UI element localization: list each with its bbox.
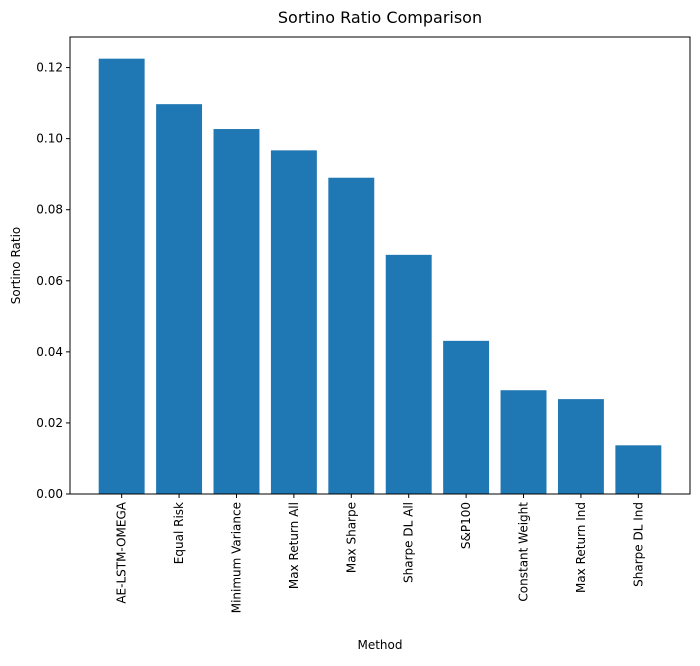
y-tick-label: 0.08 <box>36 203 63 217</box>
x-tick-label-sandp100: S&P100 <box>459 502 473 549</box>
x-tick-label-ae-lstm-omega: AE-LSTM-OMEGA <box>115 501 129 603</box>
bar-equal-risk <box>156 104 203 495</box>
x-axis-title: Method <box>357 638 402 652</box>
x-tick-label-sharpe-dl-all: Sharpe DL All <box>402 502 416 583</box>
x-tick-label-constant-weight: Constant Weight <box>517 502 531 602</box>
x-tick-label-max-sharpe: Max Sharpe <box>344 502 358 573</box>
bar-sandp100 <box>443 340 490 494</box>
y-tick-label: 0.00 <box>36 487 63 501</box>
bar-max-return-ind <box>557 399 604 494</box>
bars-group <box>98 58 662 495</box>
plot-area-frame <box>69 36 691 495</box>
y-axis-ticks: 0.00 0.02 0.04 0.06 0.08 0.10 0.12 <box>36 61 70 501</box>
bar-sharpe-dl-ind <box>615 445 662 494</box>
y-axis-title: Sortino Ratio <box>9 227 23 305</box>
x-axis-ticks: AE-LSTM-OMEGA Equal Risk Minimum Variance M… <box>115 494 645 613</box>
bar-ae-lstm-omega <box>98 58 145 494</box>
bar-sharpe-dl-all <box>385 254 432 494</box>
x-tick-label-equal-risk: Equal Risk <box>172 502 186 564</box>
x-tick-label-sharpe-dl-ind: Sharpe DL Ind <box>631 502 645 587</box>
x-tick-label-max-return-ind: Max Return Ind <box>574 502 588 593</box>
x-tick-label-max-return-all: Max Return All <box>287 502 301 589</box>
y-tick-label: 0.04 <box>36 345 63 359</box>
y-tick-label: 0.02 <box>36 416 63 430</box>
y-tick-label: 0.12 <box>36 61 63 75</box>
bar-max-sharpe <box>328 177 375 494</box>
y-tick-label: 0.10 <box>36 132 63 146</box>
bar-max-return-all <box>270 150 317 495</box>
bar-constant-weight <box>500 390 547 494</box>
bar-minimum-variance <box>213 129 260 494</box>
y-tick-label: 0.06 <box>36 274 63 288</box>
chart-title: Sortino Ratio Comparison <box>278 8 482 27</box>
x-tick-label-minimum-variance: Minimum Variance <box>229 502 243 613</box>
